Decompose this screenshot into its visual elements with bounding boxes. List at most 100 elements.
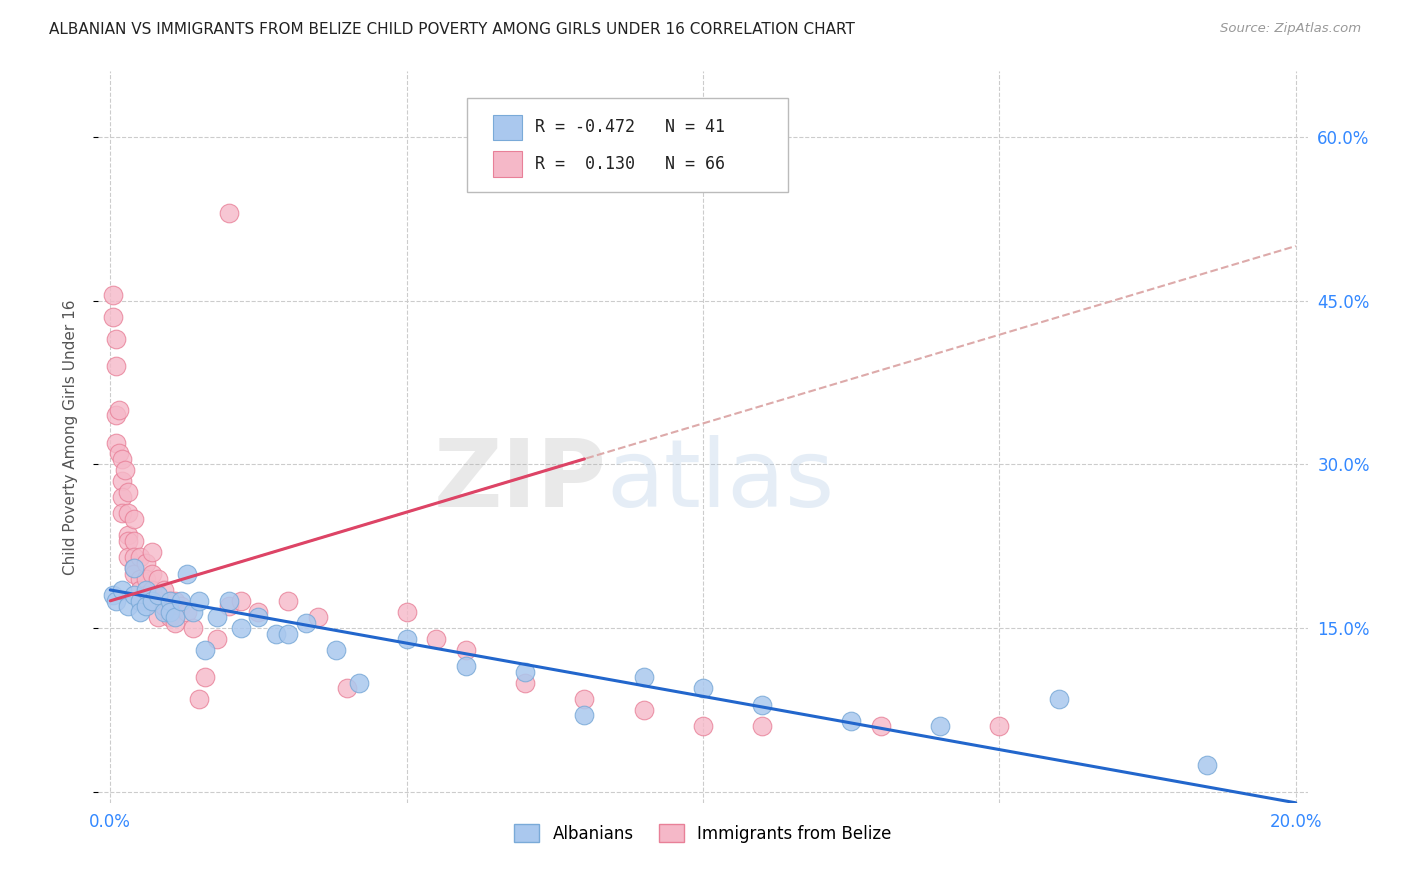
FancyBboxPatch shape [492, 151, 522, 177]
Point [135, 556, 157, 570]
Text: ALBANIAN VS IMMIGRANTS FROM BELIZE CHILD POVERTY AMONG GIRLS UNDER 16 CORRELATIO: ALBANIAN VS IMMIGRANTS FROM BELIZE CHILD… [49, 22, 855, 37]
Point [692, 719, 714, 733]
Point [108, 402, 131, 417]
Point [152, 605, 174, 619]
Point [152, 582, 174, 597]
Point [117, 550, 139, 565]
Point [165, 610, 187, 624]
Point [111, 507, 134, 521]
Point [247, 610, 270, 624]
Point [1195, 757, 1218, 772]
Point [146, 588, 169, 602]
Point [988, 719, 1011, 733]
Point [229, 594, 252, 608]
Point [141, 566, 163, 581]
Point [869, 719, 891, 733]
Point [129, 582, 152, 597]
Point [111, 582, 134, 597]
Point [122, 561, 145, 575]
Point [159, 605, 181, 619]
Point [135, 572, 157, 586]
Point [122, 588, 145, 602]
Point [111, 474, 134, 488]
Point [135, 599, 157, 614]
Point [135, 588, 157, 602]
Point [205, 632, 228, 646]
Point [633, 703, 655, 717]
Point [194, 643, 217, 657]
Point [176, 566, 198, 581]
Point [117, 484, 139, 499]
Point [129, 572, 152, 586]
Point [146, 610, 169, 624]
Point [105, 435, 128, 450]
Point [574, 708, 596, 723]
FancyBboxPatch shape [492, 114, 522, 140]
Point [751, 719, 773, 733]
Point [141, 594, 163, 608]
Point [135, 594, 157, 608]
Point [135, 582, 157, 597]
Point [218, 599, 240, 614]
Text: Source: ZipAtlas.com: Source: ZipAtlas.com [1220, 22, 1361, 36]
Point [218, 206, 240, 220]
Point [395, 632, 418, 646]
Text: atlas: atlas [606, 435, 835, 527]
Y-axis label: Child Poverty Among Girls Under 16: Child Poverty Among Girls Under 16 [63, 300, 77, 574]
Point [122, 533, 145, 548]
Point [129, 594, 152, 608]
Point [264, 626, 287, 640]
Point [1047, 692, 1070, 706]
Point [165, 594, 187, 608]
Point [751, 698, 773, 712]
Point [574, 692, 596, 706]
Point [108, 446, 131, 460]
Point [117, 528, 139, 542]
Point [170, 599, 193, 614]
Point [122, 550, 145, 565]
Point [117, 533, 139, 548]
Point [146, 594, 169, 608]
Point [103, 310, 125, 324]
Point [111, 490, 134, 504]
Point [839, 714, 862, 728]
Point [159, 594, 181, 608]
Point [277, 626, 299, 640]
Point [188, 594, 211, 608]
Point [159, 594, 181, 608]
Point [181, 605, 204, 619]
Point [105, 359, 128, 373]
Point [633, 670, 655, 684]
Point [141, 582, 163, 597]
Point [111, 451, 134, 466]
Point [218, 594, 240, 608]
Point [188, 692, 211, 706]
Point [425, 632, 447, 646]
Point [117, 507, 139, 521]
Point [929, 719, 952, 733]
Point [117, 599, 139, 614]
Point [194, 670, 217, 684]
Point [122, 566, 145, 581]
Point [103, 288, 125, 302]
Point [395, 605, 418, 619]
Point [141, 545, 163, 559]
Point [159, 610, 181, 624]
Point [325, 643, 347, 657]
Point [295, 615, 318, 630]
Point [170, 594, 193, 608]
Point [165, 615, 187, 630]
Point [129, 550, 152, 565]
Legend: Albanians, Immigrants from Belize: Albanians, Immigrants from Belize [508, 818, 898, 849]
Text: R =  0.130   N = 66: R = 0.130 N = 66 [534, 155, 725, 173]
Point [105, 409, 128, 423]
Point [152, 599, 174, 614]
Text: R = -0.472   N = 41: R = -0.472 N = 41 [534, 119, 725, 136]
Point [336, 681, 359, 695]
Point [247, 605, 270, 619]
Point [205, 610, 228, 624]
Point [347, 675, 370, 690]
Point [692, 681, 714, 695]
Point [122, 512, 145, 526]
Point [129, 594, 152, 608]
